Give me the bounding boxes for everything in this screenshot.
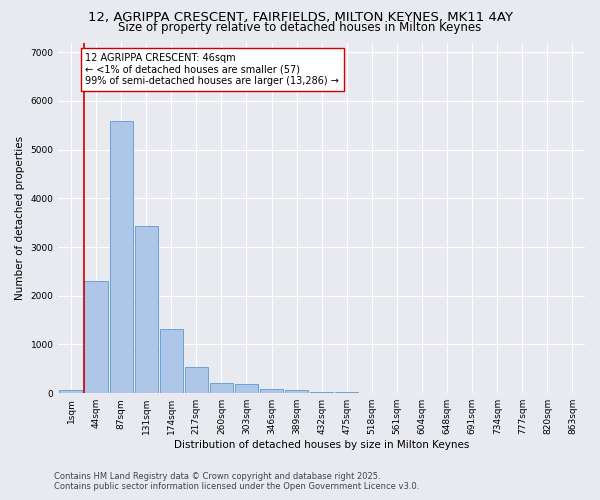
Text: 12, AGRIPPA CRESCENT, FAIRFIELDS, MILTON KEYNES, MK11 4AY: 12, AGRIPPA CRESCENT, FAIRFIELDS, MILTON… [88,11,512,24]
Y-axis label: Number of detached properties: Number of detached properties [15,136,25,300]
Bar [185,368,208,393]
Bar [285,390,308,393]
Bar [310,392,333,393]
Bar [134,226,158,393]
Bar [59,390,82,393]
Bar [210,382,233,393]
Bar [160,329,183,393]
Bar [235,384,258,393]
Bar [260,389,283,393]
Text: Size of property relative to detached houses in Milton Keynes: Size of property relative to detached ho… [118,22,482,35]
Bar [335,392,358,393]
Text: Contains HM Land Registry data © Crown copyright and database right 2025.
Contai: Contains HM Land Registry data © Crown c… [54,472,419,491]
X-axis label: Distribution of detached houses by size in Milton Keynes: Distribution of detached houses by size … [174,440,469,450]
Text: 12 AGRIPPA CRESCENT: 46sqm
← <1% of detached houses are smaller (57)
99% of semi: 12 AGRIPPA CRESCENT: 46sqm ← <1% of deta… [85,53,340,86]
Bar [110,122,133,393]
Bar [85,281,107,393]
